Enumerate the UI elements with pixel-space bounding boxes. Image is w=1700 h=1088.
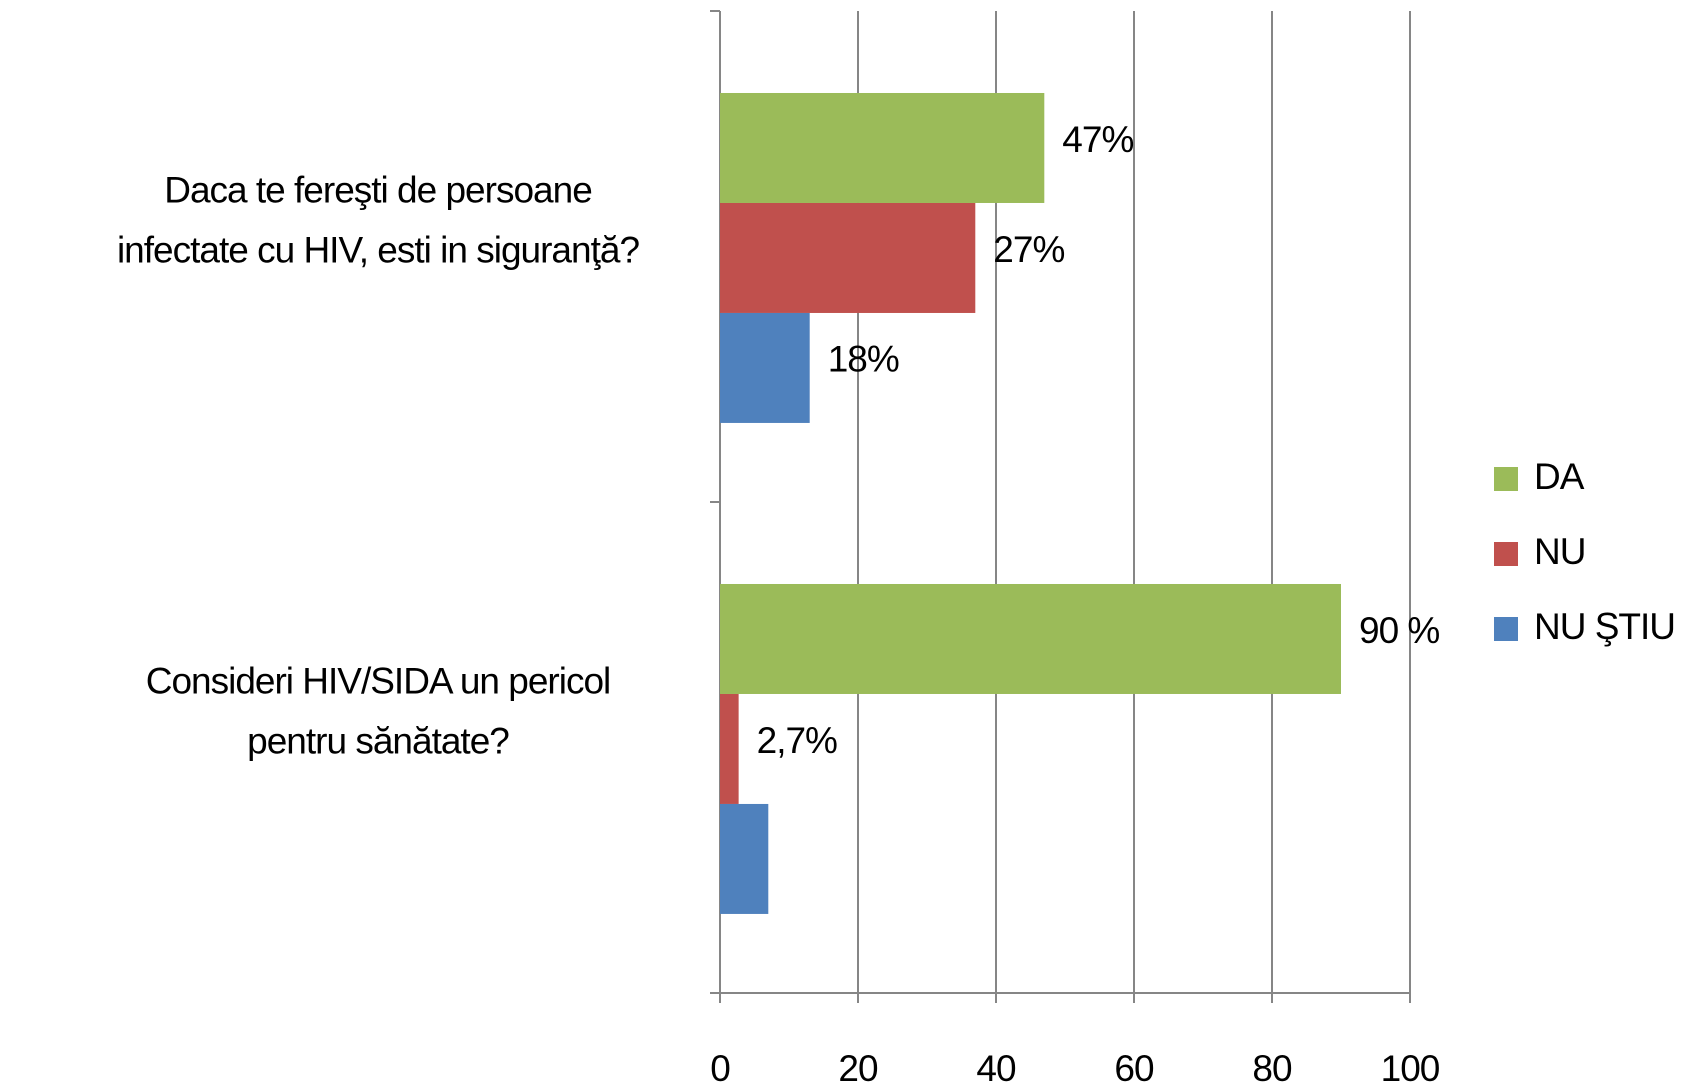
category-label: infectate cu HIV, esti in siguranţă? [117, 229, 639, 270]
data-label: 18% [828, 339, 899, 380]
bar [720, 92, 1045, 203]
category-label: Consideri HIV/SIDA un pericol [146, 660, 611, 701]
legend-swatch [1494, 467, 1518, 491]
data-label: 90 % [1359, 610, 1439, 651]
legend-swatch [1494, 617, 1518, 641]
x-tick-label: 0 [710, 1048, 730, 1088]
legend-swatch [1494, 542, 1518, 566]
legend-label: NU [1534, 531, 1585, 572]
legend-label: DA [1534, 456, 1585, 497]
x-tick-label: 20 [838, 1048, 878, 1088]
bar [720, 803, 769, 914]
x-tick-label: 80 [1252, 1048, 1292, 1088]
bar [720, 312, 810, 423]
data-label: 27% [993, 229, 1064, 270]
x-tick-label: 60 [1114, 1048, 1154, 1088]
data-label: 47% [1062, 119, 1133, 160]
bar [720, 693, 739, 804]
category-label: pentru sănătate? [247, 720, 509, 761]
x-tick-label: 40 [976, 1048, 1016, 1088]
bar [720, 202, 976, 313]
bar [720, 583, 1341, 694]
data-label: 2,7% [757, 720, 837, 761]
category-label: Daca te fereşti de persoane [164, 169, 592, 210]
x-tick-label: 100 [1381, 1048, 1440, 1088]
legend-label: NU ŞTIU [1534, 606, 1675, 647]
